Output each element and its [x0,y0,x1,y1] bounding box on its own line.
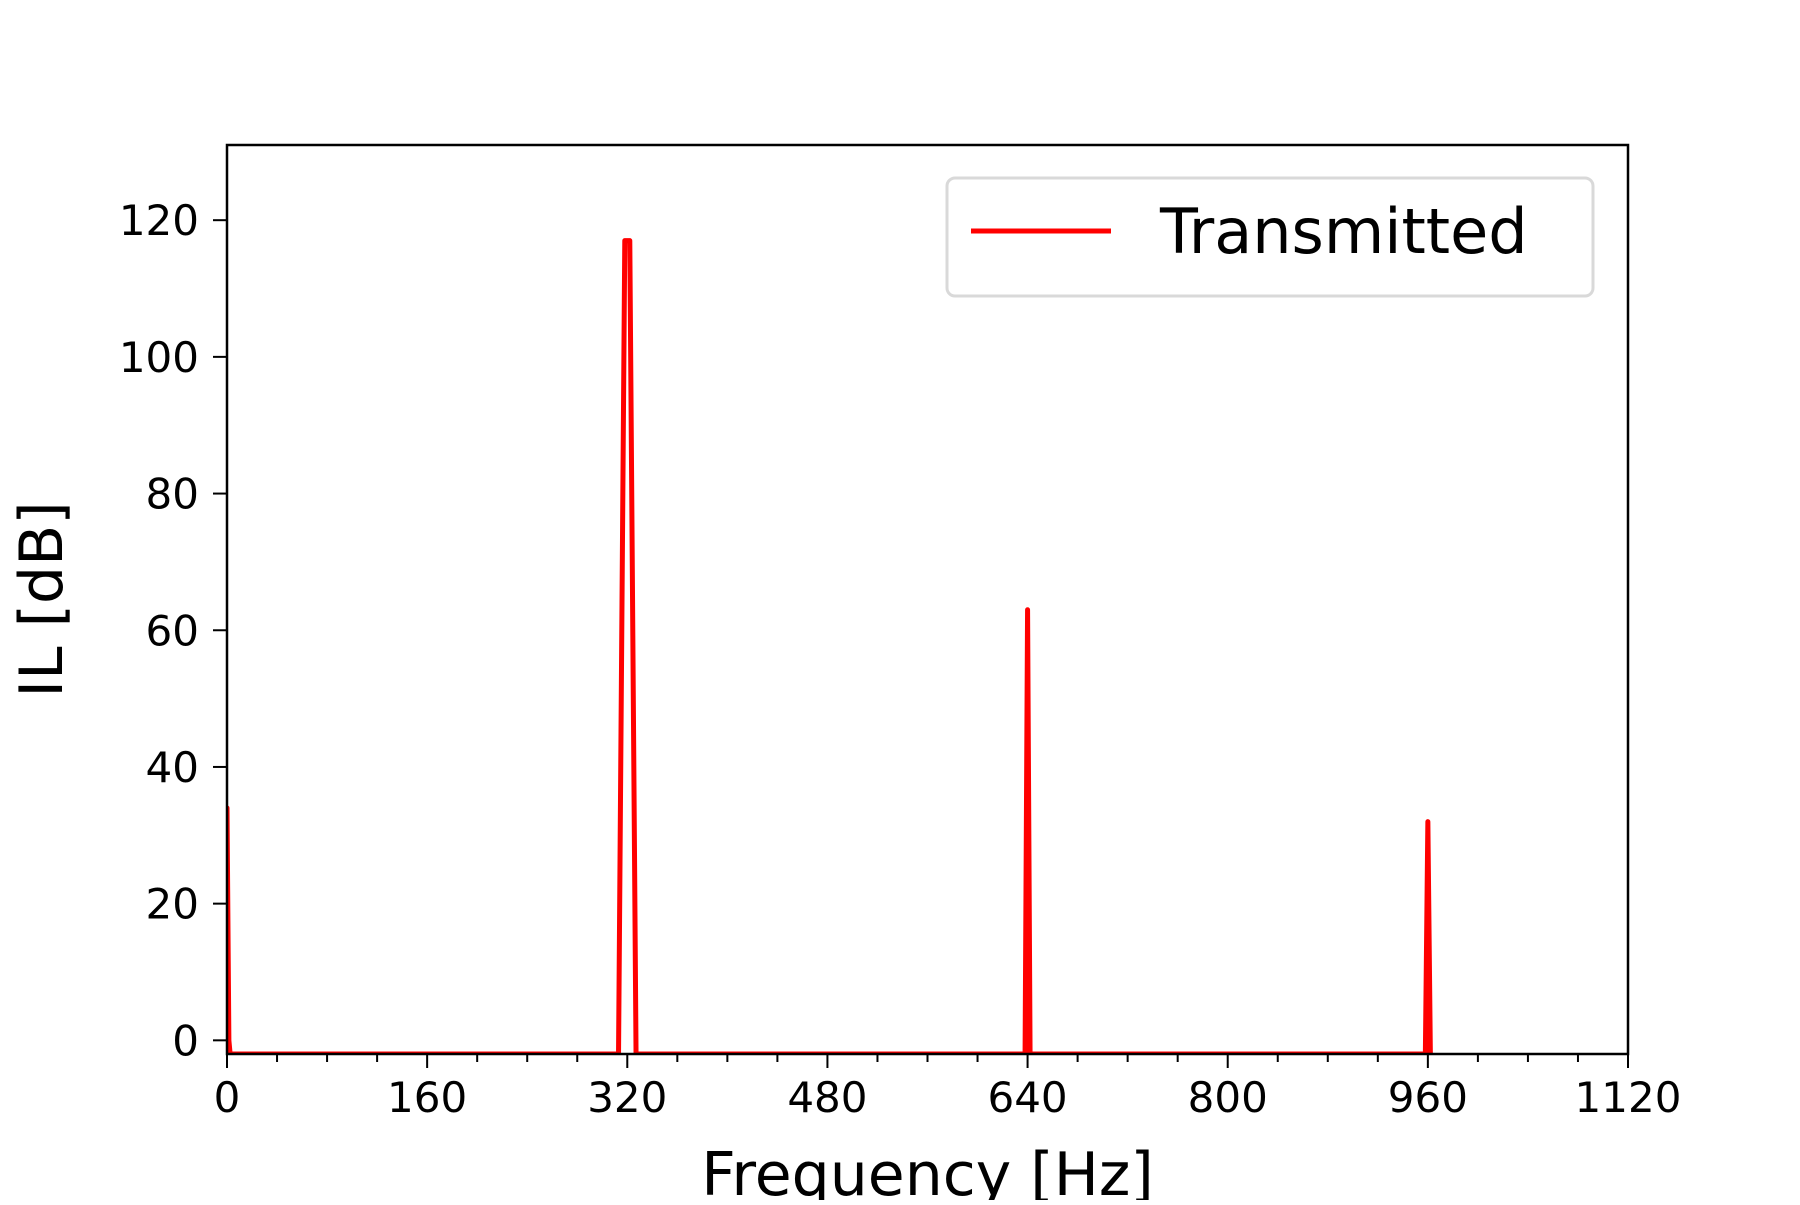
marks-layer [227,238,1433,1054]
legend-label-transmitted: Transmitted [1159,195,1528,268]
legend: Transmitted [945,176,1595,298]
y-tick-label: 80 [146,470,199,519]
series-line-transmitted [227,238,1433,1054]
x-tick-label: 0 [214,1073,241,1122]
x-tick-label: 160 [387,1073,467,1122]
x-tick-label: 800 [1188,1073,1268,1122]
x-tick-label: 640 [987,1073,1067,1122]
x-axis-label: Frequency [Hz] [701,1140,1153,1200]
x-tick-label: 320 [587,1073,667,1122]
x-tick-label: 960 [1388,1073,1468,1122]
y-axis-label: IL [dB] [7,501,77,697]
y-tick-label: 0 [172,1016,199,1065]
ticks-layer: 0 160 320 480 640 800 960 1120 0 20 40 60 80 100 120 [119,196,1682,1122]
y-tick-label: 40 [146,743,199,792]
x-tick-label: 480 [787,1073,867,1122]
y-tick-label: 100 [119,333,199,382]
legend-box [945,176,1595,298]
y-tick-label: 60 [146,606,199,655]
y-tick-label: 120 [119,196,199,245]
y-tick-label: 20 [146,880,199,929]
plot-frame [225,143,1630,1056]
x-tick-label: 1120 [1575,1073,1682,1122]
